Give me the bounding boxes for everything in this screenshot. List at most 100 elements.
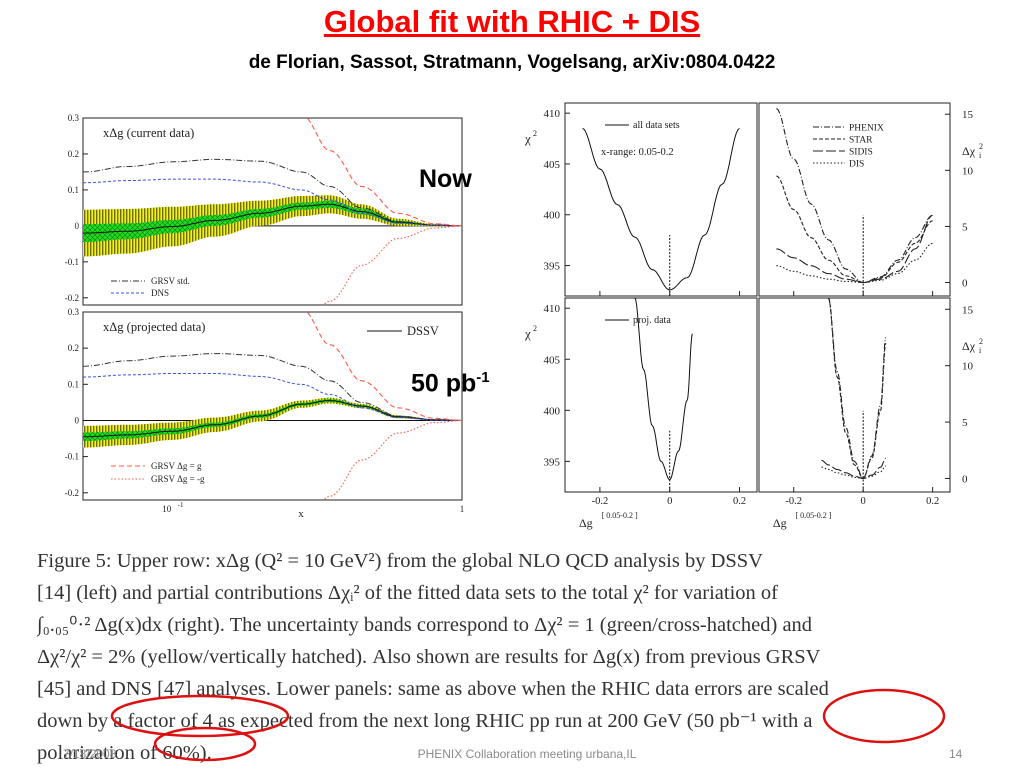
series-dis [821,465,886,480]
legend-label: proj. data [633,315,671,326]
y-axis-label: χ [524,131,531,146]
y-tick-label: 0 [962,473,968,485]
dns-line [82,373,462,421]
caption-line: [14] (left) and partial contributions Δχ… [37,582,778,604]
footer-center: PHENIX Collaboration meeting urbana,IL [417,747,637,761]
dchi2-current-panel: 15 10 5 0 Δχ 2i PHENIX STAR SIDIS DIS [758,102,983,297]
y-tick-label: 15 [962,304,974,316]
xdg-current-panel: 0.3 0.2 0.1 0 -0.1 -0.2 xΔg (current data) GRSV… [65,113,463,306]
y-tick-label: 400 [544,210,561,222]
y-tick-label: 0.3 [68,113,80,123]
y-tick-label: 0.1 [68,379,79,389]
chi2-current-panel: 410 405 400 395 χ 2 all data sets x-range: 0.05… [524,102,758,297]
series-star [827,298,887,480]
y-tick-label: -0.2 [65,488,79,498]
y-tick-label: 5 [962,221,968,233]
x-tick-label: 0 [667,496,672,507]
series-dis [776,242,933,284]
legend-label: DSSV [407,324,439,338]
plot-frame [758,297,951,493]
y-tick-label: -0.1 [65,452,79,462]
x-axis-label-sub: [ 0.05-0.2 ] [795,511,831,520]
caption-line: Δχ²/χ² = 2% (yellow/vertically hatched).… [37,646,821,668]
y-axis-label: Δχ [962,144,976,158]
y-axis-label-sup: 2 [979,142,983,151]
label-50pb-base: 50 pb [411,369,477,398]
slide-subtitle: de Florian, Sassot, Stratmann, Vogelsang… [248,52,776,73]
legend-label: GRSV std. [151,276,190,286]
y-tick-label: 5 [962,417,968,429]
x-axis-label: Δg [579,516,593,530]
chi2-curve [582,127,740,291]
legend-label: PHENIX [849,124,884,134]
series-phenix [827,298,887,480]
caption-line: Figure 5: Upper row: xΔg (Q² = 10 GeV²) … [37,550,763,572]
y-axis-label: Δχ [962,339,976,353]
x-tick-label: 0 [861,496,866,507]
clipped-series [776,108,933,284]
footer-date: 7/18/2008 [63,747,117,761]
legend-label: DIS [849,160,864,170]
caption-line: down by a factor of 4 as expected from t… [37,710,813,732]
label-now: Now [419,165,472,193]
x-tick-label: 0.2 [926,496,939,507]
grsv-dg-plus-g-line [306,312,462,422]
y-tick-label: 405 [544,159,561,171]
plot-frame [758,102,951,297]
y-tick-label: 0.2 [68,343,79,353]
y-axis-label-sub: i [979,346,982,355]
y-axis-label-sup: 2 [979,337,983,346]
x-tick-label: 10 [162,504,172,514]
x-tick-label-sup: -1 [178,501,184,509]
caption-line: [45] and DNS [47] analyses. Lower panels… [37,678,829,700]
y-tick-label: 405 [544,354,561,366]
chi2-projected-panel: 410 405 400 395 χ 2 proj. data -0.2 0 0.2 Δg [ 0.05… [524,297,758,530]
grsv-std-line [82,353,463,421]
xdg-projected-panel: 0.3 0.2 0.1 0 -0.1 -0.2 xΔg (projected data) DS… [65,307,465,520]
y-tick-label: 410 [544,303,561,315]
legend-label: GRSV Δg = -g [151,474,205,484]
uncertainty-band-green [83,200,462,243]
y-axis-label-sub: i [979,151,982,160]
slide-title: Global fit with RHIC + DIS [323,4,701,39]
y-tick-label: 395 [544,261,561,273]
y-tick-label: -0.2 [65,293,79,303]
y-tick-label: -0.1 [65,257,79,267]
x-axis-label: Δg [773,516,787,530]
chi2-curve [634,297,693,481]
y-tick-label: 0.1 [68,185,79,195]
panel-title: xΔg (projected data) [103,320,205,334]
clipped-series [821,298,887,480]
figure-svg: 0.3 0.2 0.1 0 -0.1 -0.2 xΔg (current data) GRSV… [65,102,983,530]
uncertainty-band-yellow [83,397,462,448]
caption-line: ∫₀.₀₅⁰·² Δg(x)dx (right). The uncertaint… [37,614,813,636]
legend-label: STAR [849,136,873,146]
y-tick-label: 15 [962,109,974,121]
x-tick-label: 1 [460,504,465,514]
grsv-dg-minus-g-line [323,225,462,305]
dssv-central-line [83,400,463,438]
legend-label: all data sets [633,120,680,131]
footer-page-number: 14 [949,747,963,761]
label-50pb-sup: -1 [476,369,490,386]
y-tick-label: 0 [75,221,80,231]
figure-caption: Figure 5: Upper row: xΔg (Q² = 10 GeV²) … [37,545,997,769]
dns-line [83,178,462,227]
clipped-series [306,118,462,305]
y-tick-label: 0 [75,415,80,425]
y-axis-label-sup: 2 [533,324,537,333]
dchi2-projected-panel: 15 10 5 0 Δχ 2i -0.2 0 0.2 Δg [ 0.05-0.2 ] [758,297,983,530]
plot-frame [82,311,463,501]
y-tick-label: 10 [962,165,974,177]
y-tick-label: 410 [544,108,561,120]
legend-label: SIDIS [849,148,873,158]
grsv-dg-minus-g-line [323,419,462,500]
y-tick-label: 395 [544,456,561,468]
y-axis-label-sup: 2 [533,129,537,138]
series-star [776,175,933,284]
legend-label: GRSV Δg = g [151,461,202,471]
plot-frame [564,102,758,297]
x-tick-label: -0.2 [592,496,609,507]
y-tick-label: 0.2 [68,149,79,159]
clipped-series [306,312,462,500]
